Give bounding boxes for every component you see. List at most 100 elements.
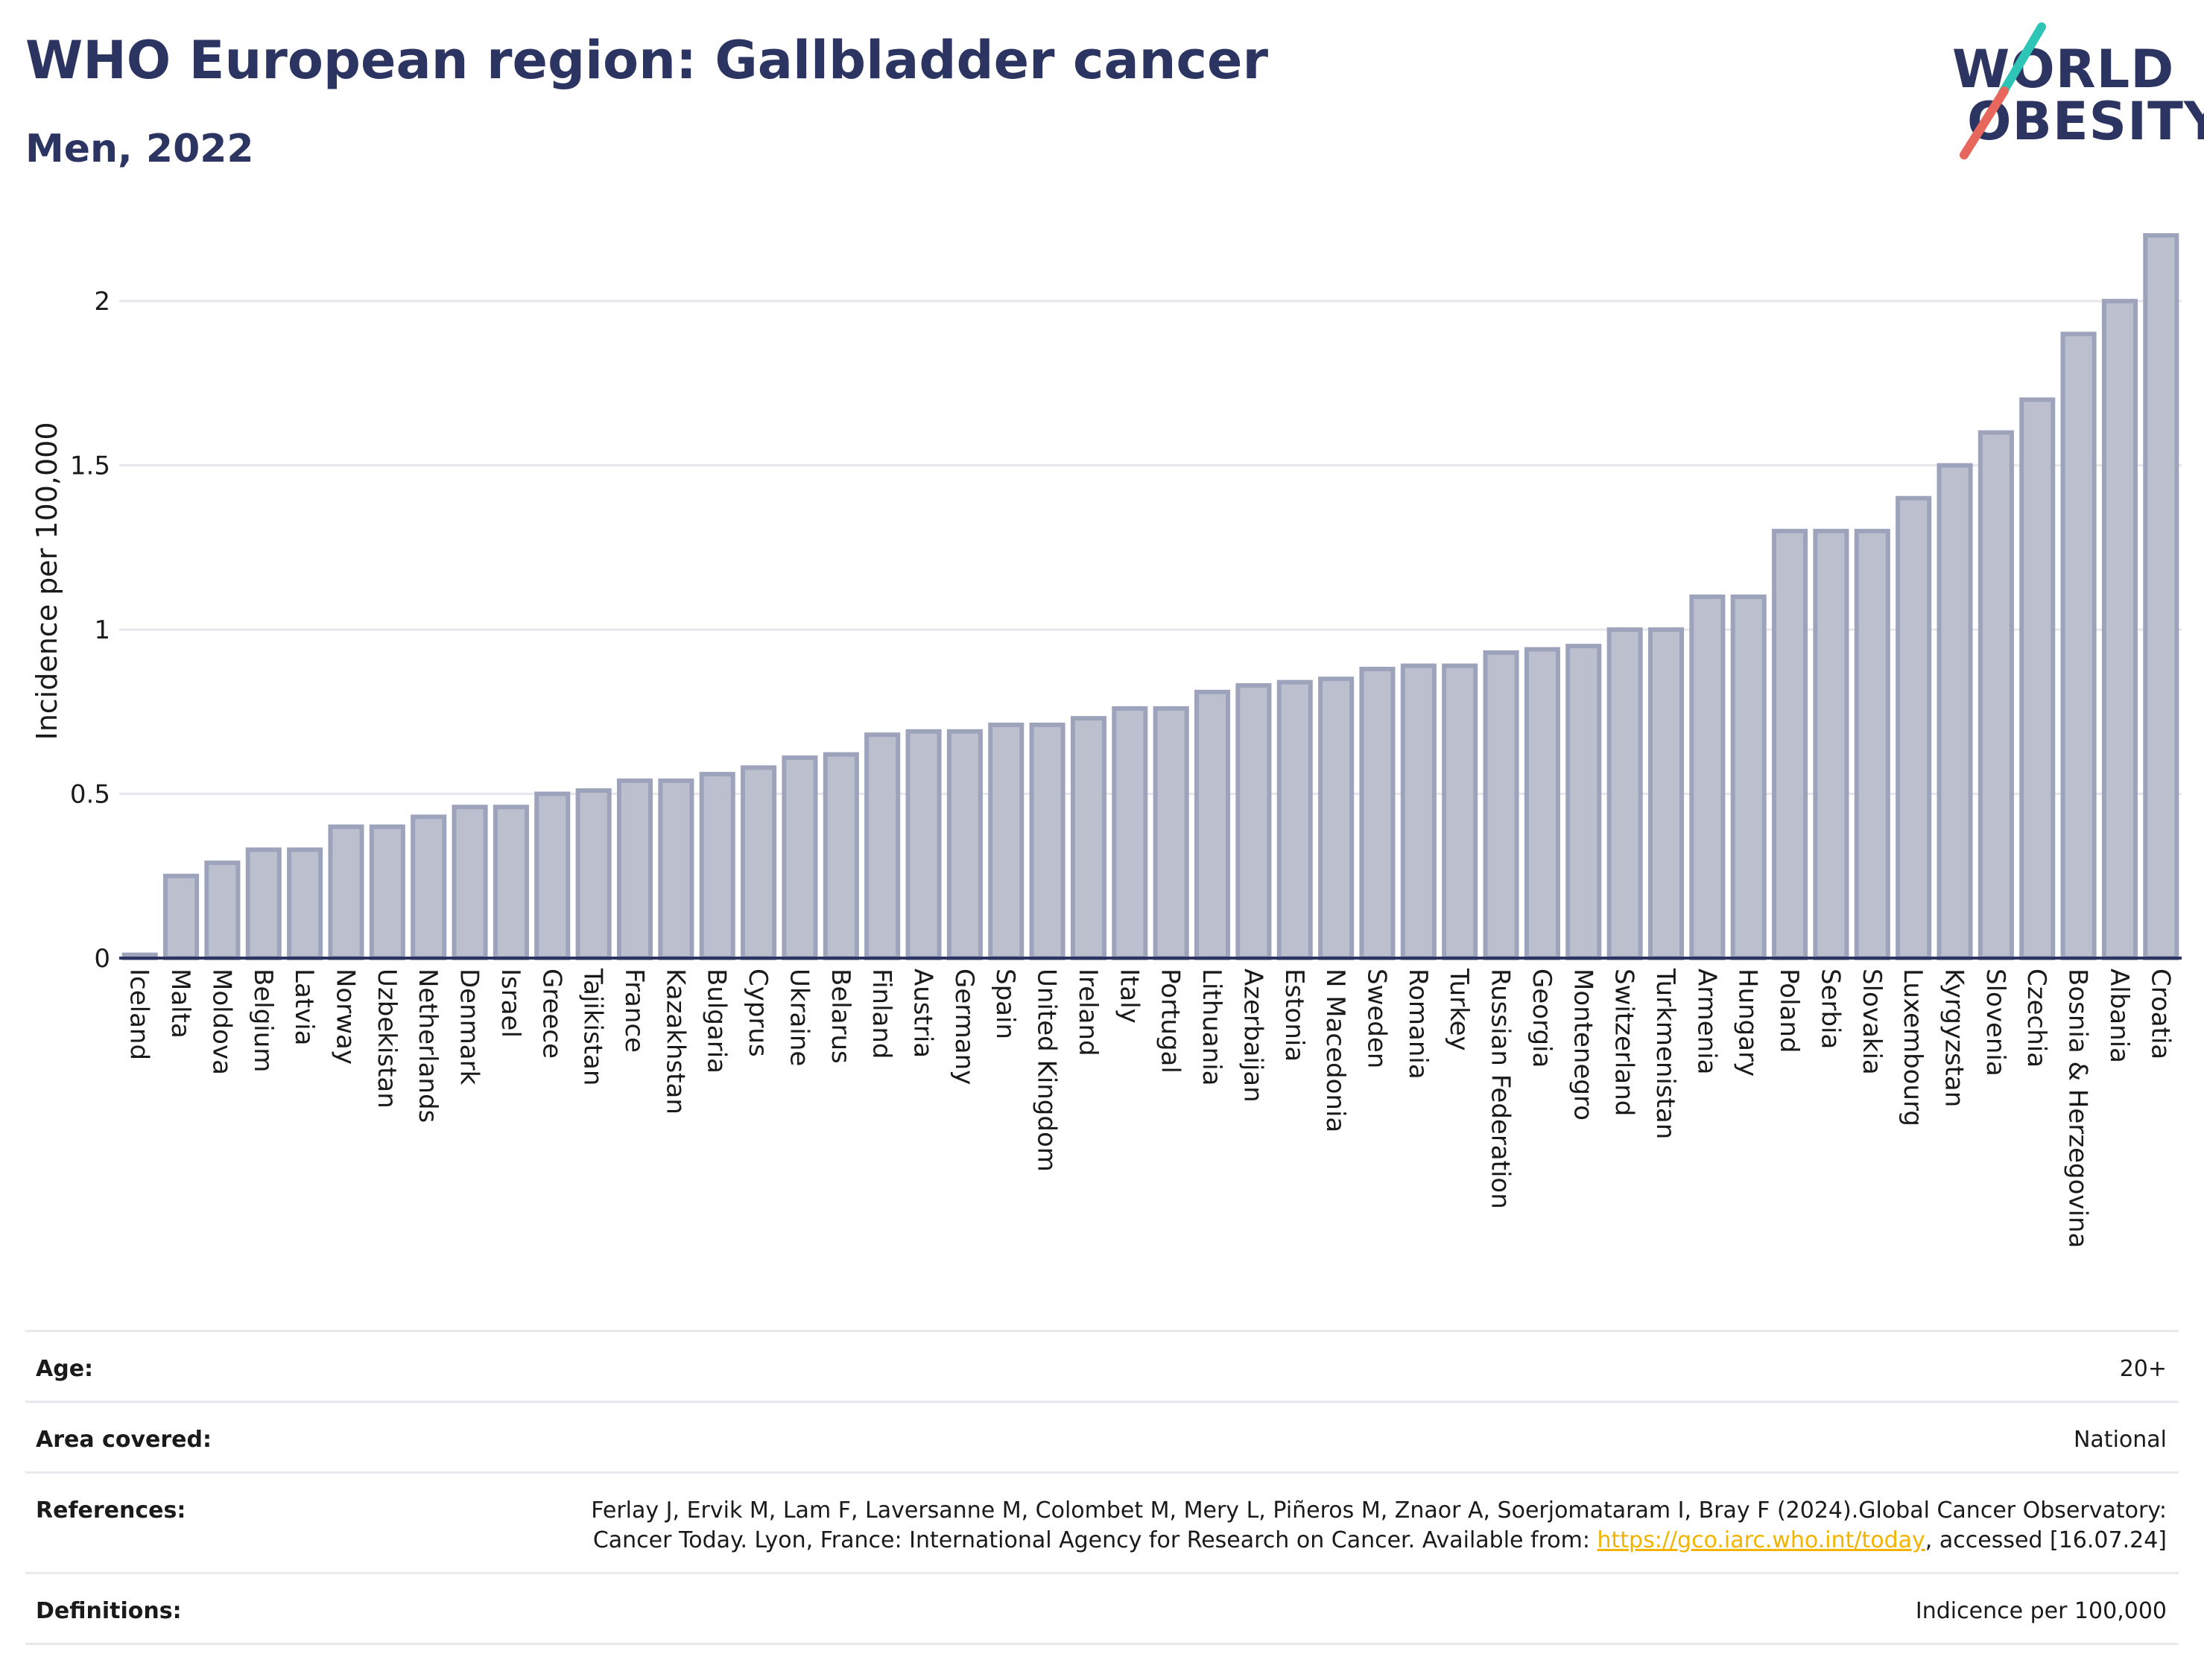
bar [1235,683,1272,961]
bar [575,788,612,960]
x-tick-label: Russian Federation [1486,969,1516,1209]
x-tick-label: France [619,969,649,1053]
bar [1977,430,2014,960]
tick-labels: 0 0.5 1 1.5 2 Iceland Malta Moldova Belgium Latvi… [70,287,2175,1248]
info-value: 20+ [2119,1356,2167,1382]
bar [1194,689,1231,960]
x-tick-label: Ireland [1073,969,1103,1056]
bar [1772,528,1808,960]
x-tick-label: Turkmenistan [1650,968,1680,1139]
info-row-area: Area covered: National [25,1401,2179,1471]
x-tick-label: Spain [990,969,1020,1039]
bar [328,824,364,960]
y-tick-label: 2 [94,287,110,317]
bar [1813,528,1849,960]
bar [658,778,694,961]
x-tick-label: Cyprus [743,969,773,1057]
x-tick-label: Montenegro [1568,969,1597,1120]
x-tick-label: Belarus [826,969,855,1064]
bar [1606,627,1643,960]
logo-line2: OBESITY [1967,91,2204,152]
bar [741,765,777,960]
bar [1153,706,1189,961]
references-accessed: , accessed [16.07.24] [1925,1527,2167,1553]
bar [1483,650,1519,960]
y-axis-label: Incidence per 100,000 [31,422,63,740]
references-link[interactable]: https://gco.iarc.who.int/today [1597,1527,1925,1553]
x-tick-label: Tajikistan [578,968,608,1085]
bar [1029,722,1065,960]
bar [1896,495,1932,960]
info-label: Area covered: [36,1427,212,1453]
bar [1318,676,1355,961]
bar [616,778,653,961]
x-tick-label: Latvia [289,969,319,1046]
bar [1937,463,1973,960]
bar [699,772,735,960]
x-tick-label: Armenia [1691,969,1721,1075]
x-tick-label: Netherlands [413,969,443,1123]
chart-subtitle: Men, 2022 [25,127,254,171]
y-tick-label: 0.5 [70,780,110,810]
references-citation: Ferlay J, Ervik M, Lam F, Laversanne M, … [591,1497,2167,1553]
x-tick-label: Lithuania [1197,969,1226,1085]
info-value: National [2073,1427,2167,1453]
x-tick-label: Estonia [1279,969,1309,1062]
x-tick-label: Iceland [124,969,154,1060]
bar [864,732,901,960]
x-tick-label: Greece [536,969,566,1059]
x-tick-label: Poland [1774,969,1804,1053]
x-tick-label: Malta [165,969,195,1039]
x-tick-label: Germany [949,969,979,1085]
bar [534,791,571,961]
x-tick-label: Italy [1114,969,1144,1024]
y-tick-label: 1.5 [70,451,110,481]
bar [411,814,447,961]
bars [121,233,2179,961]
bar [2060,332,2097,961]
bar [1400,663,1437,960]
logo-line1: WORLD [1952,39,2175,100]
info-label: Definitions: [36,1598,182,1624]
bar [1442,663,1478,960]
x-tick-label: Portugal [1156,969,1185,1074]
bar [2143,233,2179,960]
info-table: Age: 20+ Area covered: National Referenc… [25,1330,2179,1645]
bar [1524,647,1560,961]
bar [163,873,200,960]
bar [782,755,818,961]
bar [1070,716,1106,960]
x-tick-label: Finland [867,969,896,1059]
info-row-definitions: Definitions: Indicence per 100,000 [25,1572,2179,1645]
info-value: Indicence per 100,000 [1915,1598,2167,1624]
bar [1359,667,1396,960]
bar [2101,299,2138,960]
bar-chart: 0 0.5 1 1.5 2 Iceland Malta Moldova Belgium Latvi… [31,233,2182,1248]
x-tick-label: Sweden [1361,969,1391,1068]
x-tick-label: Bosnia & Herzegovina [2063,969,2093,1248]
x-tick-label: Romania [1403,969,1433,1080]
world-obesity-logo: WORLD OBESITY [1937,21,2204,162]
info-row-age: Age: 20+ [25,1330,2179,1401]
bar [988,722,1025,960]
x-tick-label: N Macedonia [1320,969,1350,1132]
bar [369,824,405,960]
x-tick-label: Denmark [455,969,484,1085]
bar [493,805,529,960]
bar [287,847,323,960]
x-tick-label: Switzerland [1609,969,1639,1116]
bar [452,805,488,960]
x-tick-label: Georgia [1527,969,1557,1068]
bar [905,729,942,960]
logo-slash-icon [1960,22,2046,159]
references-text: Ferlay J, Ervik M, Lam F, Laversanne M, … [528,1496,2167,1556]
bar [2019,397,2056,961]
x-tick-label: Kyrgyzstan [1939,969,1969,1107]
info-label: Age: [36,1356,94,1382]
x-tick-label: Ukraine [784,969,814,1066]
x-tick-label: Turkey [1444,968,1474,1051]
x-tick-label: Czechia [2021,969,2051,1068]
x-tick-label: Kazakhstan [660,969,690,1115]
info-row-references: References: Ferlay J, Ervik M, Lam F, La… [25,1471,2179,1572]
x-tick-label: Belgium [248,969,278,1072]
